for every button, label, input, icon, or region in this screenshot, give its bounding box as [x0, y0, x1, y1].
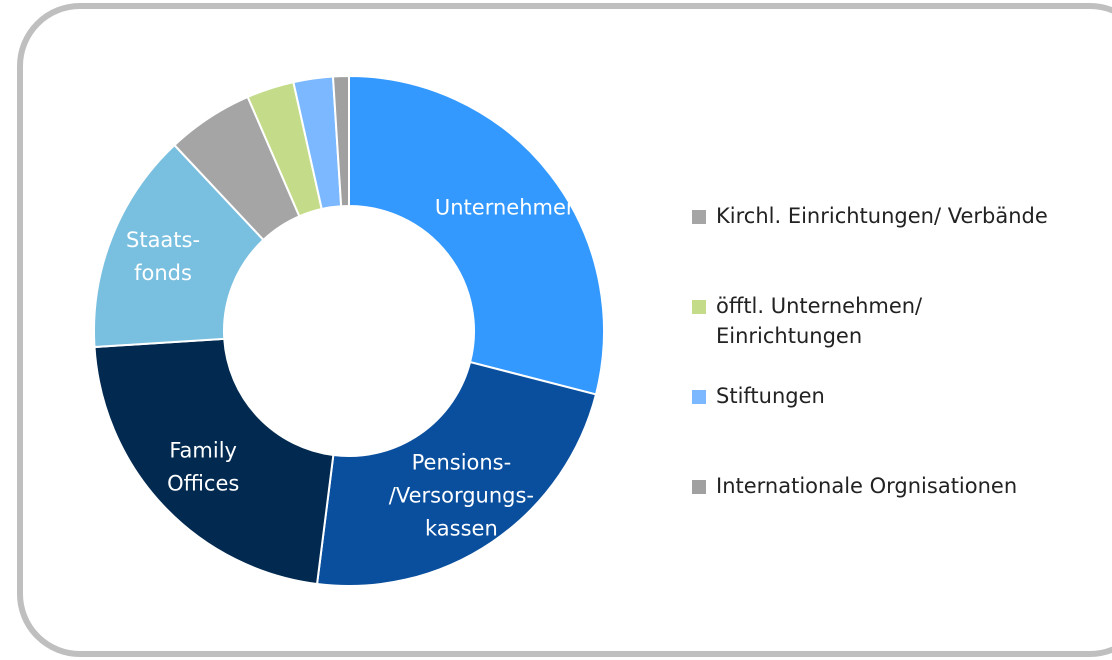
label: Family Offices: [167, 438, 239, 495]
slice: [315, 360, 598, 587]
frame: [17, 3, 1112, 657]
legend-label: öfftl. Unternehmen/Einrichtungen: [716, 294, 923, 348]
legend-swatch: [692, 480, 706, 494]
legend-label: Kirchl. Einrichtungen/ Verbände: [716, 204, 1048, 228]
label: Pensions-/Versorgungs-kassen: [389, 450, 534, 540]
legend-swatch: [692, 210, 706, 224]
legend-swatch: [692, 390, 706, 404]
slice: [348, 74, 605, 396]
legend-label: Stiftungen: [716, 384, 825, 408]
legend-label: Internationale Orgnisationen: [716, 474, 1017, 498]
slice: [331, 74, 350, 208]
slice: [93, 337, 335, 586]
label: Unternehmen: [435, 195, 579, 219]
label: Staats-fonds: [126, 228, 200, 285]
legend-swatch: [692, 300, 706, 314]
